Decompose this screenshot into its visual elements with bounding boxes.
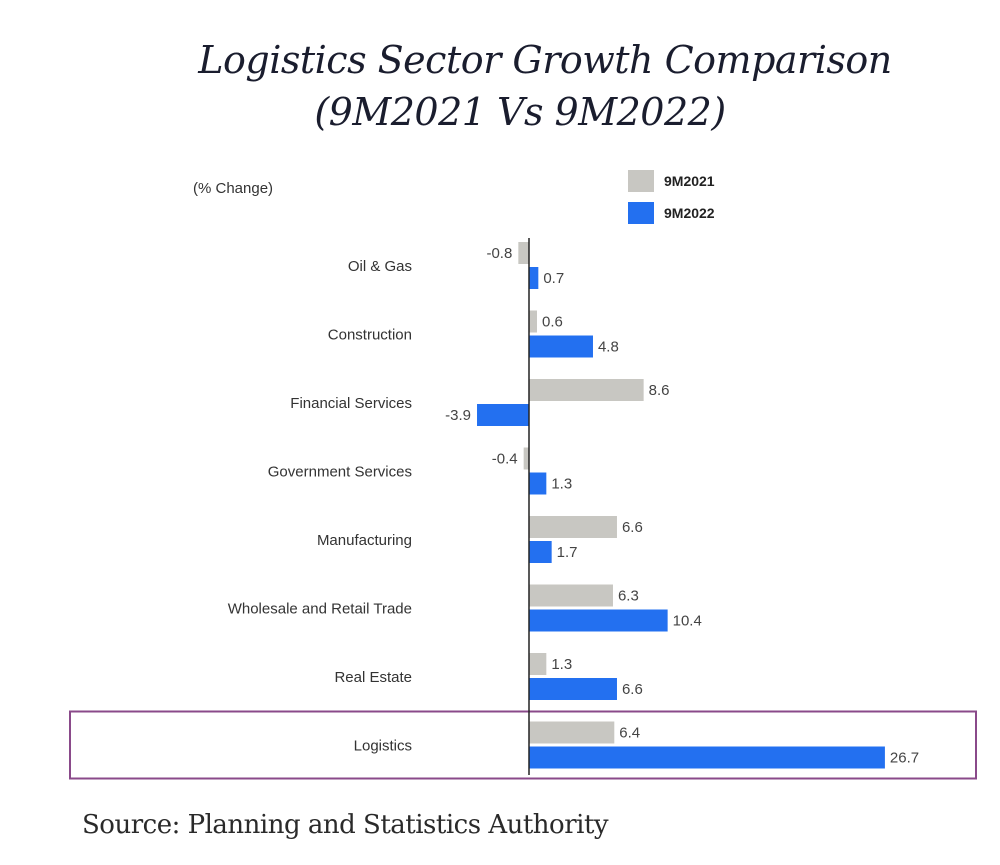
data-label-9m2021-logistics: 6.4	[619, 725, 640, 742]
category-label-manufacturing: Manufacturing	[317, 532, 412, 549]
bar-9m2022-construction	[529, 335, 593, 358]
data-label-9m2022-real-estate: 6.6	[622, 681, 643, 698]
highlight-box	[69, 710, 977, 780]
category-label-oil-gas: Oil & Gas	[348, 258, 412, 275]
unit-label: (% Change)	[193, 180, 274, 197]
bar-9m2021-manufacturing	[529, 516, 617, 538]
bar-9m2022-real-estate	[529, 678, 617, 700]
category-label-real-estate: Real Estate	[334, 669, 412, 686]
category-label-government-services: Government Services	[268, 464, 412, 481]
bar-9m2021-real-estate	[529, 653, 547, 675]
category-label-construction: Construction	[328, 327, 412, 344]
data-label-9m2022-wholesale-and-retail-trade: 10.4	[673, 613, 702, 630]
bar-9m2022-financial-services	[477, 404, 529, 426]
bar-9m2022-oil-gas	[529, 267, 539, 289]
category-label-financial-services: Financial Services	[290, 395, 412, 412]
data-label-9m2021-financial-services: 8.6	[649, 382, 670, 399]
bar-9m2022-manufacturing	[529, 541, 552, 563]
data-label-9m2021-wholesale-and-retail-trade: 6.3	[618, 588, 639, 605]
data-label-9m2022-construction: 4.8	[598, 339, 619, 356]
data-label-9m2022-oil-gas: 0.7	[543, 270, 564, 287]
legend-swatch-9m2021	[628, 170, 654, 192]
source-note: Source: Planning and Statistics Authorit…	[82, 810, 609, 840]
bar-9m2022-government-services	[529, 472, 547, 495]
legend-label-9m2021: 9M2021	[664, 173, 715, 189]
legend-label-9m2022: 9M2022	[664, 205, 715, 221]
legend-swatch-9m2022	[628, 202, 654, 224]
bar-9m2021-construction	[529, 310, 537, 333]
data-label-9m2021-government-services: -0.4	[492, 451, 518, 468]
category-label-logistics: Logistics	[354, 738, 412, 755]
data-label-9m2021-construction: 0.6	[542, 314, 563, 331]
data-label-9m2021-manufacturing: 6.6	[622, 519, 643, 536]
chart-subtitle: (9M2021 Vs 9M2022)	[314, 90, 726, 134]
bar-9m2022-wholesale-and-retail-trade	[529, 609, 668, 632]
data-label-9m2021-real-estate: 1.3	[551, 656, 572, 673]
bar-9m2021-financial-services	[529, 379, 644, 401]
bar-9m2021-government-services	[523, 447, 529, 470]
bar-9m2021-wholesale-and-retail-trade	[529, 584, 613, 607]
data-label-9m2022-financial-services: -3.9	[445, 407, 471, 424]
category-label-wholesale-and-retail-trade: Wholesale and Retail Trade	[228, 601, 412, 618]
data-label-9m2022-logistics: 26.7	[890, 750, 919, 767]
data-label-9m2021-oil-gas: -0.8	[486, 245, 512, 262]
bar-9m2022-logistics	[529, 746, 885, 769]
data-label-9m2022-manufacturing: 1.7	[557, 544, 578, 561]
bar-9m2021-logistics	[529, 721, 615, 744]
bar-9m2021-oil-gas	[518, 242, 529, 264]
chart-title: Logistics Sector Growth Comparison	[198, 38, 892, 82]
data-label-9m2022-government-services: 1.3	[551, 476, 572, 493]
